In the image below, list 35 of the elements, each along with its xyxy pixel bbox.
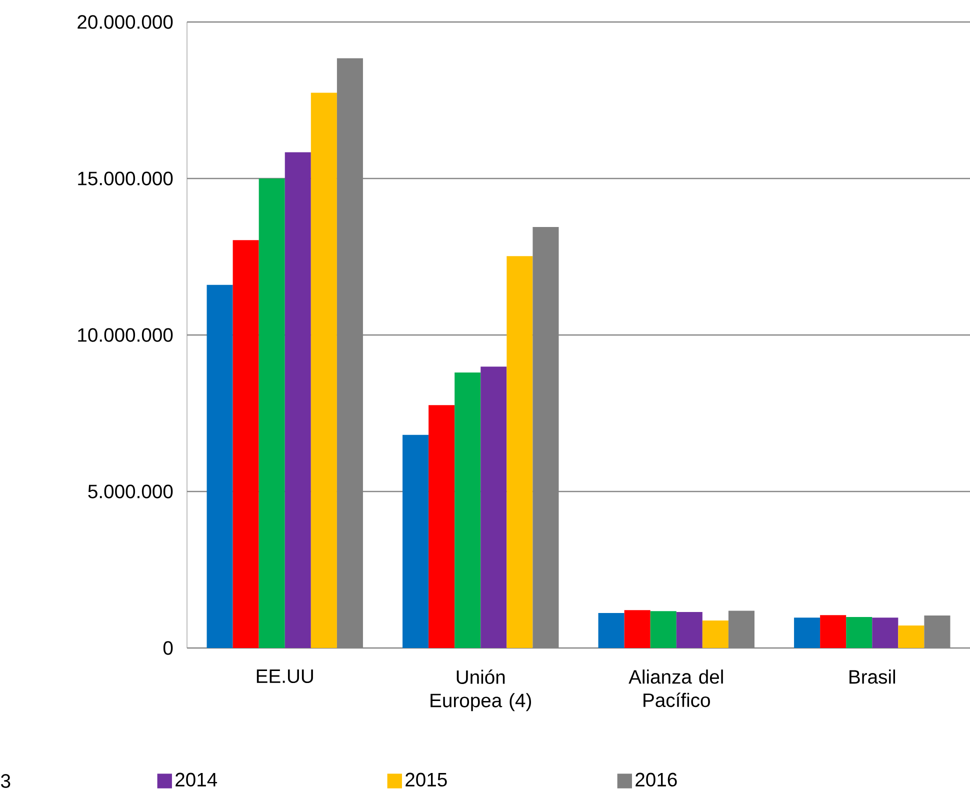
bar — [506, 256, 533, 648]
bar — [728, 610, 754, 648]
legend-label: 2014 — [176, 772, 218, 787]
x-tick-label: Unión Europea (4) — [430, 670, 531, 712]
bar — [702, 620, 728, 648]
y-tick-label: 20.000.000 — [78, 15, 173, 29]
legend-label: 2016 — [636, 772, 677, 787]
bar — [232, 240, 259, 648]
legend-label: 2015 — [406, 772, 447, 787]
x-tick-label: EE.UU — [256, 670, 313, 684]
bar — [258, 178, 285, 648]
x-tick-label: Brasil — [850, 670, 896, 684]
bar — [284, 152, 311, 648]
x-tick-label: Alianza del Pacífico — [628, 670, 723, 708]
text: 3 — [1, 774, 10, 788]
bar — [454, 372, 481, 648]
bar — [402, 434, 429, 648]
bar — [310, 92, 337, 648]
bar — [898, 625, 924, 648]
bar — [624, 610, 650, 648]
bar — [598, 612, 624, 648]
bar — [794, 618, 820, 648]
y-tick-label: 0 — [163, 641, 173, 655]
bar — [924, 615, 950, 648]
bar — [650, 611, 676, 648]
y-tick-label: 5.000.000 — [88, 484, 173, 498]
bar — [480, 366, 507, 648]
bar — [820, 615, 846, 648]
bar — [206, 284, 233, 648]
bar — [676, 612, 702, 648]
bar — [428, 405, 455, 648]
y-tick-label: 10.000.000 — [78, 328, 173, 342]
bar — [872, 618, 898, 648]
y-tick-label: 15.000.000 — [78, 172, 173, 186]
bar — [846, 617, 872, 648]
